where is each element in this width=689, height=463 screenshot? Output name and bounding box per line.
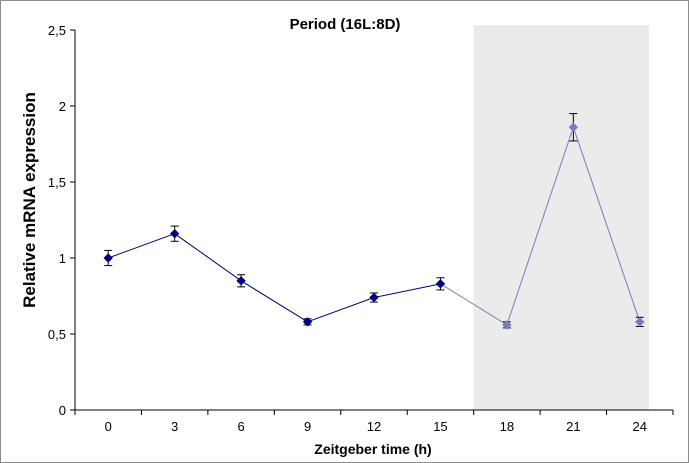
- x-tick-label: 0: [105, 419, 112, 434]
- x-tick-label: 3: [171, 419, 178, 434]
- x-tick-label: 12: [367, 419, 381, 434]
- series-line-segment: [174, 233, 242, 282]
- y-tick-label: 1,5: [48, 175, 66, 190]
- axes: [70, 29, 674, 415]
- series: [103, 113, 645, 330]
- y-tick-label: 0: [59, 403, 66, 418]
- series-line-segment: [440, 283, 508, 326]
- data-point-marker: [502, 320, 512, 330]
- x-tick-label: 21: [566, 419, 580, 434]
- x-tick-label: 6: [237, 419, 244, 434]
- series-line-segment: [108, 233, 175, 259]
- series-line-segment: [240, 280, 308, 323]
- series-line-segment: [506, 127, 574, 326]
- data-point-marker: [568, 122, 579, 132]
- x-axis-label: Zeitgeber time (h): [314, 441, 431, 457]
- data-point-marker: [369, 292, 379, 303]
- dark-phase-band: [473, 25, 649, 410]
- series-line-segment: [572, 127, 641, 323]
- y-tick-label: 2,5: [48, 23, 66, 38]
- data-point-marker: [169, 228, 180, 239]
- chart-title: Period (16L:8D): [290, 16, 401, 33]
- x-tick-label: 9: [304, 419, 311, 434]
- data-point-marker: [236, 276, 246, 286]
- series-line-segment: [307, 297, 375, 323]
- x-tick-label: 18: [500, 419, 514, 434]
- y-tick-label: 2: [59, 99, 66, 114]
- data-point-marker: [103, 253, 113, 263]
- y-tick-label: 0,5: [48, 327, 66, 342]
- x-tick-label: 15: [433, 419, 447, 434]
- data-point-marker: [635, 317, 645, 327]
- data-point-marker: [302, 317, 313, 327]
- data-point-marker: [435, 279, 446, 289]
- tick-labels: 0 0,5 1 1,5 2 2,5 0 3 6 9 12 15 18 21 24: [48, 23, 647, 434]
- y-tick-label: 1: [59, 251, 66, 266]
- series-line-segment: [373, 283, 441, 299]
- x-tick-label: 24: [633, 419, 647, 434]
- y-axis-label: Relative mRNA expression: [20, 92, 39, 308]
